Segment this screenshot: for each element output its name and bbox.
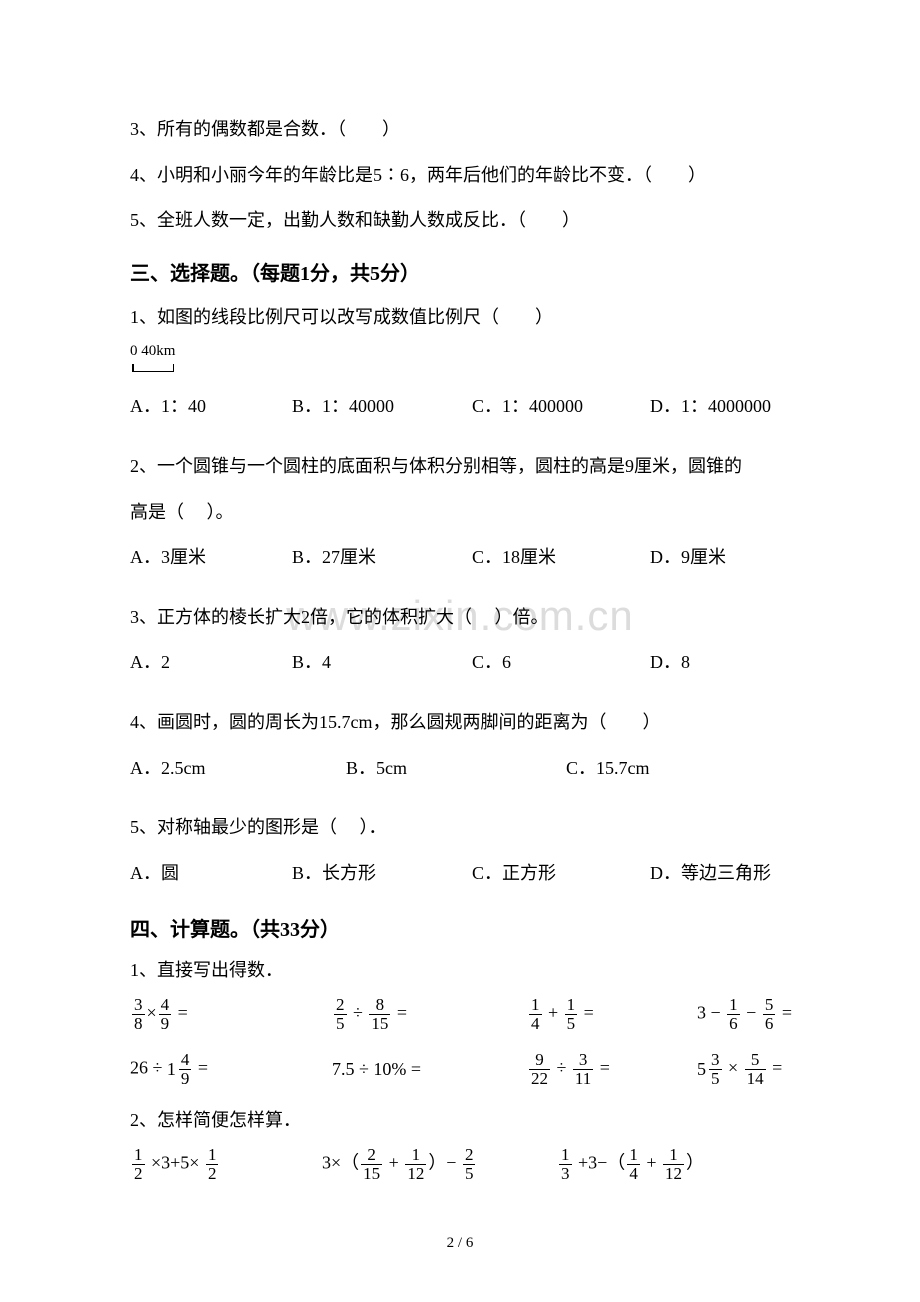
calc-row-1: 38×49 = 25 ÷ 815 = 14 + 15 = 3 − 16 − 56… [130, 996, 790, 1033]
s3-q2-opt-c: C．18厘米 [472, 538, 650, 578]
s3-q2-stem2: 高是（ ）。 [130, 493, 790, 533]
s3-q2-options: A．3厘米 B．27厘米 C．18厘米 D．9厘米 [130, 538, 790, 578]
s3-q3-opt-a: A．2 [130, 643, 292, 683]
calc-1-3: 14 + 15 = [527, 996, 697, 1033]
s3-q3-opt-c: C．6 [472, 643, 650, 683]
s3-q3-options: A．2 B．4 C．6 D．8 [130, 643, 790, 683]
calc-2-4: 535 × 514 = [697, 1051, 782, 1088]
s3-q2-opt-a: A．3厘米 [130, 538, 292, 578]
s3-q2-opt-d: D．9厘米 [650, 538, 726, 578]
s2-q3: 3、所有的偶数都是合数．（ ） [130, 110, 790, 150]
s2-q4: 4、小明和小丽今年的年龄比是5∶6，两年后他们的年龄比不变．（ ） [130, 156, 790, 196]
s3-q5-opt-c: C．正方形 [472, 854, 650, 894]
scale-diagram: 0 40km [130, 343, 790, 377]
s3-q3-opt-d: D．8 [650, 643, 690, 683]
calc-3-2: 3×（215 + 112）− 25 [322, 1146, 557, 1183]
s3-q4-opt-b: B．5cm [346, 749, 566, 789]
s3-q3-stem: 3、正方体的棱长扩大2倍，它的体积扩大（ ）倍。 [130, 598, 790, 638]
s3-q5-options: A．圆 B．长方形 C．正方形 D．等边三角形 [130, 854, 790, 894]
s3-q4-stem: 4、画圆时，圆的周长为15.7cm，那么圆规两脚间的距离为（ ） [130, 703, 790, 743]
page-content: 3、所有的偶数都是合数．（ ） 4、小明和小丽今年的年龄比是5∶6，两年后他们的… [130, 110, 790, 1182]
s3-q3-opt-b: B．4 [292, 643, 472, 683]
scale-tick [132, 366, 174, 372]
s3-q1-stem: 1、如图的线段比例尺可以改写成数值比例尺（ ） [130, 298, 790, 338]
calc-3-3: 13 +3−（14 + 112） [557, 1146, 704, 1183]
s3-q1-opt-a: A．1：40 [130, 387, 292, 427]
s3-q1-opt-c: C．1：400000 [472, 387, 650, 427]
s3-q2-opt-b: B．27厘米 [292, 538, 472, 578]
section4-heading: 四、计算题。（共33分） [130, 913, 790, 942]
s4-sub1: 1、直接写出得数． [130, 956, 790, 982]
calc-3-1: 12 ×3+5× 12 [130, 1146, 322, 1183]
s4-sub2: 2、怎样简便怎样算． [130, 1106, 790, 1132]
s3-q1-options: A．1：40 B．1：40000 C．1：400000 D．1：4000000 [130, 387, 790, 427]
calc-1-4: 3 − 16 − 56 = [697, 996, 792, 1033]
s3-q5-opt-a: A．圆 [130, 854, 292, 894]
calc-row-2: 26 ÷ 149 = 7.5 ÷ 10% = 922 ÷ 311 = 535 ×… [130, 1051, 790, 1088]
calc-1-2: 25 ÷ 815 = [332, 996, 527, 1033]
s3-q5-stem: 5、对称轴最少的图形是（ ）． [130, 808, 790, 848]
calc-2-2: 7.5 ÷ 10% = [332, 1059, 527, 1080]
calc-1-1: 38×49 = [130, 996, 332, 1033]
s3-q4-opt-a: A．2.5cm [130, 749, 346, 789]
s3-q4-options: A．2.5cm B．5cm C．15.7cm [130, 749, 790, 789]
s3-q5-opt-b: B．长方形 [292, 854, 472, 894]
calc-2-3: 922 ÷ 311 = [527, 1051, 697, 1088]
s3-q1-opt-b: B．1：40000 [292, 387, 472, 427]
s3-q5-opt-d: D．等边三角形 [650, 854, 771, 894]
s3-q2-stem1: 2、一个圆锥与一个圆柱的底面积与体积分别相等，圆柱的高是9厘米，圆锥的 [130, 447, 790, 487]
s3-q1-opt-d: D．1：4000000 [650, 387, 771, 427]
calc-row-3: 12 ×3+5× 12 3×（215 + 112）− 25 13 +3−（14 … [130, 1146, 790, 1183]
calc-2-1: 26 ÷ 149 = [130, 1051, 332, 1088]
s2-q5: 5、全班人数一定，出勤人数和缺勤人数成反比．（ ） [130, 201, 790, 241]
page-number: 2 / 6 [447, 1235, 474, 1252]
s3-q4-opt-c: C．15.7cm [566, 749, 650, 789]
scale-labels: 0 40km [130, 343, 175, 359]
section3-heading: 三、选择题。（每题1分，共5分） [130, 257, 790, 286]
